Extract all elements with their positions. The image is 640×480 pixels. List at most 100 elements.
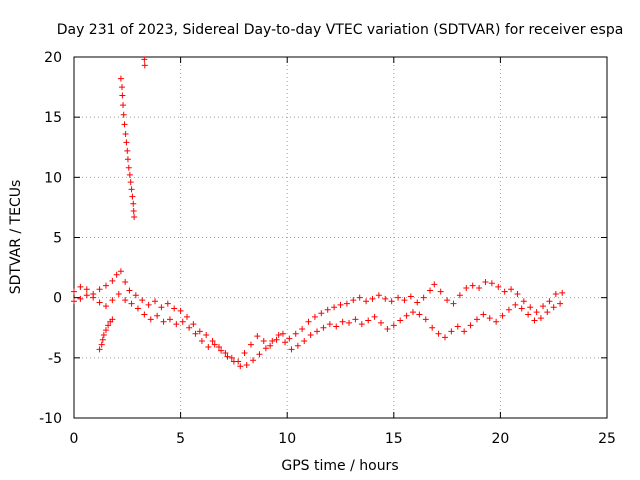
- data-point: [160, 318, 167, 325]
- data-point: [141, 62, 148, 69]
- y-tick-label: -10: [39, 411, 62, 427]
- data-point: [486, 315, 493, 322]
- data-point: [493, 318, 500, 325]
- data-point: [250, 357, 257, 364]
- data-point: [203, 331, 210, 338]
- data-point: [505, 306, 512, 313]
- series-spike: [117, 56, 148, 221]
- data-point: [83, 286, 90, 293]
- data-point: [307, 331, 314, 338]
- data-point: [131, 214, 138, 221]
- data-point: [388, 298, 395, 305]
- data-point: [356, 294, 363, 301]
- data-point: [179, 318, 186, 325]
- x-axis-label: GPS time / hours: [281, 458, 398, 474]
- data-point: [275, 331, 282, 338]
- axis-ticks: [73, 56, 608, 419]
- data-point: [117, 75, 124, 82]
- data-point: [480, 311, 487, 318]
- data-point: [109, 297, 116, 304]
- data-point: [495, 283, 502, 290]
- data-point: [294, 342, 301, 349]
- data-point: [463, 285, 470, 292]
- data-point: [158, 304, 165, 311]
- data-point: [346, 319, 353, 326]
- data-point: [450, 300, 457, 307]
- data-point: [124, 147, 131, 154]
- data-point: [126, 287, 133, 294]
- data-point: [456, 292, 463, 299]
- data-point: [305, 318, 312, 325]
- y-tick-labels: -10 -5 0 5 10 15 20: [39, 50, 62, 427]
- data-point: [126, 171, 133, 178]
- data-point: [427, 287, 434, 294]
- data-point: [520, 298, 527, 305]
- x-tick-label: 5: [176, 431, 185, 447]
- data-point: [499, 312, 506, 319]
- data-point: [292, 330, 299, 337]
- plot-frame: [73, 56, 608, 419]
- data-point: [132, 292, 139, 299]
- data-point: [215, 344, 222, 351]
- data-point: [254, 333, 261, 340]
- data-point: [514, 291, 521, 298]
- data-point: [113, 271, 120, 278]
- data-point: [422, 316, 429, 323]
- data-point: [429, 324, 436, 331]
- data-point: [512, 301, 519, 308]
- data-point: [166, 316, 173, 323]
- data-point: [358, 321, 365, 328]
- data-point: [224, 353, 231, 360]
- data-point: [414, 299, 421, 306]
- data-point: [102, 303, 109, 310]
- data-point: [326, 321, 333, 328]
- data-point: [260, 337, 267, 344]
- data-point: [96, 299, 103, 306]
- data-point: [448, 328, 455, 335]
- data-point: [525, 311, 532, 318]
- data-point: [282, 339, 289, 346]
- data-point: [122, 297, 129, 304]
- data-point: [228, 354, 235, 361]
- data-point: [123, 139, 130, 146]
- data-point: [100, 331, 107, 338]
- data-point: [209, 337, 216, 344]
- data-point: [286, 335, 293, 342]
- data-point: [164, 300, 171, 307]
- data-point: [476, 285, 483, 292]
- data-point: [363, 298, 370, 305]
- data-point: [488, 280, 495, 287]
- y-tick-label: 10: [44, 170, 62, 186]
- data-point: [102, 327, 109, 334]
- data-point: [96, 286, 103, 293]
- data-point: [190, 321, 197, 328]
- y-tick-label: 0: [53, 291, 62, 307]
- data-point: [98, 341, 105, 348]
- data-point: [441, 334, 448, 341]
- chart-title: Day 231 of 2023, Sidereal Day-to-day VTE…: [57, 22, 624, 38]
- data-point: [243, 362, 250, 369]
- data-point: [365, 317, 372, 324]
- series-band_upper: [71, 268, 566, 365]
- data-point: [171, 305, 178, 312]
- data-point: [139, 297, 146, 304]
- y-axis-label: SDTVAR / TECUs: [8, 180, 24, 295]
- data-point: [352, 316, 359, 323]
- data-point: [435, 330, 442, 337]
- data-point: [444, 297, 451, 304]
- data-point: [99, 336, 106, 343]
- data-point: [115, 291, 122, 298]
- data-point: [550, 304, 557, 311]
- data-point: [154, 312, 161, 319]
- data-point: [397, 317, 404, 324]
- data-point: [320, 324, 327, 331]
- data-point: [371, 313, 378, 320]
- x-tick-label: 10: [278, 431, 296, 447]
- data-point: [508, 286, 515, 293]
- data-point: [102, 282, 109, 289]
- data-point: [343, 300, 350, 307]
- data-point: [121, 121, 128, 128]
- data-point: [109, 277, 116, 284]
- data-point: [333, 323, 340, 330]
- data-points: [71, 56, 566, 370]
